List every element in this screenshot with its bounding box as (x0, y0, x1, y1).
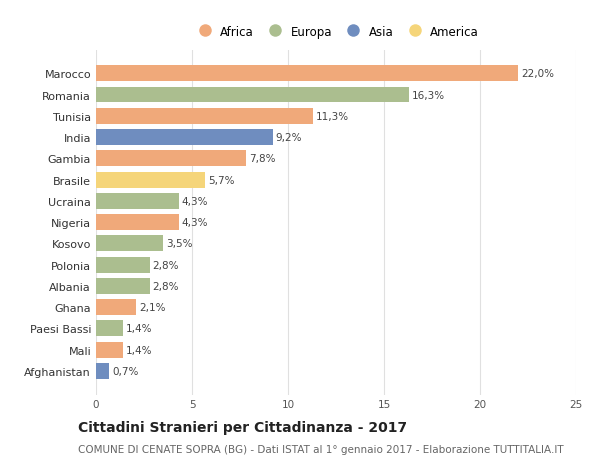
Text: Cittadini Stranieri per Cittadinanza - 2017: Cittadini Stranieri per Cittadinanza - 2… (78, 420, 407, 434)
Bar (96, 172, 205, 188)
Legend: Africa, Europa, Asia, America: Africa, Europa, Asia, America (190, 22, 482, 42)
Text: 16,3%: 16,3% (412, 90, 445, 101)
Text: 4,3%: 4,3% (181, 196, 208, 207)
Text: 9,2%: 9,2% (275, 133, 302, 143)
Text: 11,3%: 11,3% (316, 112, 349, 122)
Bar (96, 342, 123, 358)
Text: 3,5%: 3,5% (166, 239, 193, 249)
Bar (96, 130, 272, 146)
Text: 2,8%: 2,8% (152, 281, 179, 291)
Text: 0,7%: 0,7% (112, 366, 139, 376)
Text: COMUNE DI CENATE SOPRA (BG) - Dati ISTAT al 1° gennaio 2017 - Elaborazione TUTTI: COMUNE DI CENATE SOPRA (BG) - Dati ISTAT… (78, 444, 563, 454)
Bar (96, 363, 109, 379)
Bar (96, 215, 179, 230)
Bar (96, 236, 163, 252)
Text: 1,4%: 1,4% (126, 345, 152, 355)
Text: 2,1%: 2,1% (139, 302, 166, 313)
Text: 4,3%: 4,3% (181, 218, 208, 228)
Text: 7,8%: 7,8% (248, 154, 275, 164)
Bar (96, 87, 409, 103)
Bar (96, 257, 150, 273)
Bar (96, 300, 136, 315)
Bar (96, 278, 150, 294)
Text: 1,4%: 1,4% (126, 324, 152, 334)
Bar (96, 151, 246, 167)
Text: 5,7%: 5,7% (208, 175, 235, 185)
Bar (96, 109, 313, 124)
Text: 22,0%: 22,0% (521, 69, 554, 79)
Text: 2,8%: 2,8% (152, 260, 179, 270)
Bar (96, 66, 518, 82)
Bar (96, 193, 179, 209)
Bar (96, 321, 123, 336)
